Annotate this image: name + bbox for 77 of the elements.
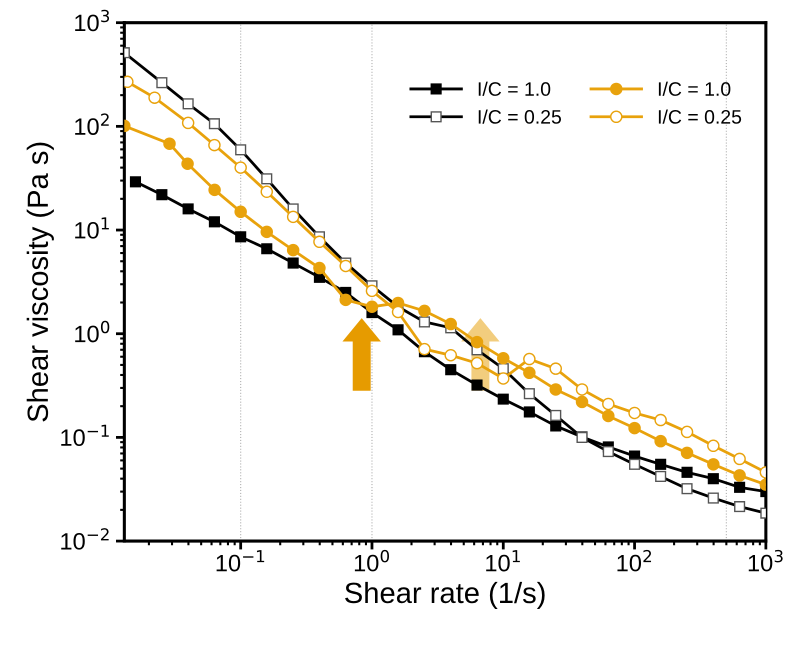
- point: [444, 318, 457, 330]
- point: [288, 258, 299, 269]
- point: [182, 203, 194, 214]
- point: [260, 226, 274, 238]
- legend-label: I/C = 1.0: [478, 82, 550, 96]
- point: [680, 446, 694, 460]
- point: [524, 406, 535, 418]
- point: [681, 466, 693, 478]
- point: [654, 414, 667, 426]
- point: [418, 304, 431, 318]
- point: [523, 352, 536, 366]
- point: [181, 157, 194, 170]
- point: [260, 186, 274, 198]
- point: [734, 482, 746, 493]
- point: [418, 342, 431, 356]
- point: [235, 231, 246, 242]
- y-tick-label: 10$^{0}$: [75, 320, 110, 342]
- point: [628, 422, 641, 434]
- point: [523, 366, 536, 380]
- point: [498, 394, 509, 405]
- point: [471, 379, 483, 391]
- point: [654, 434, 667, 448]
- point: [707, 440, 720, 452]
- point: [576, 396, 588, 408]
- point: [208, 184, 221, 196]
- point: [339, 294, 352, 306]
- point: [549, 362, 562, 375]
- point: [366, 284, 378, 298]
- point: [707, 458, 720, 471]
- point: [208, 216, 220, 228]
- point: [655, 458, 666, 470]
- point: [550, 420, 562, 432]
- point: [286, 244, 300, 256]
- y-tick-label: 10$^{2}$: [75, 113, 109, 135]
- point: [628, 406, 641, 420]
- point: [680, 426, 694, 438]
- legend-label: I/C = 1.0: [658, 82, 730, 96]
- point: [130, 176, 142, 188]
- point: [234, 206, 247, 218]
- y-tick-label: 10$^{1}$: [75, 217, 109, 239]
- point: [313, 262, 326, 274]
- y-tick-label: 10$^{−2}$: [61, 528, 109, 550]
- point: [339, 260, 352, 272]
- point: [182, 116, 194, 130]
- point: [208, 138, 221, 152]
- point: [286, 210, 300, 224]
- point: [234, 161, 247, 174]
- y-tick-label: 10$^{−1}$: [61, 424, 109, 446]
- legend-label: I/C = 0.25: [478, 110, 562, 124]
- point: [156, 189, 168, 200]
- point: [444, 348, 457, 362]
- point: [602, 398, 615, 410]
- x-tick-label: 10$^{1}$: [486, 550, 520, 572]
- point: [470, 356, 484, 370]
- point: [392, 324, 404, 336]
- point: [602, 410, 615, 422]
- point: [576, 383, 588, 396]
- point: [733, 469, 746, 482]
- y-tick-label: 10$^{3}$: [75, 10, 110, 32]
- y-axis-title: Shear viscosity (Pa s): [26, 142, 54, 422]
- point: [445, 364, 456, 376]
- point: [261, 243, 272, 254]
- point: [708, 473, 719, 484]
- point: [392, 306, 404, 318]
- x-tick-label: 10$^{3}$: [748, 550, 783, 572]
- legend-label: I/C = 0.25: [658, 110, 742, 124]
- point: [470, 336, 484, 348]
- point: [497, 372, 510, 385]
- point: [549, 383, 562, 396]
- point: [733, 452, 746, 466]
- x-tick-label: 10$^{0}$: [354, 550, 389, 572]
- point: [497, 352, 510, 364]
- x-tick-label: 10$^{2}$: [617, 550, 652, 572]
- x-axis-title: Shear rate (1/s): [345, 582, 545, 610]
- point: [366, 300, 378, 314]
- point: [313, 236, 326, 248]
- x-tick-label: 10$^{−1}$: [216, 550, 264, 572]
